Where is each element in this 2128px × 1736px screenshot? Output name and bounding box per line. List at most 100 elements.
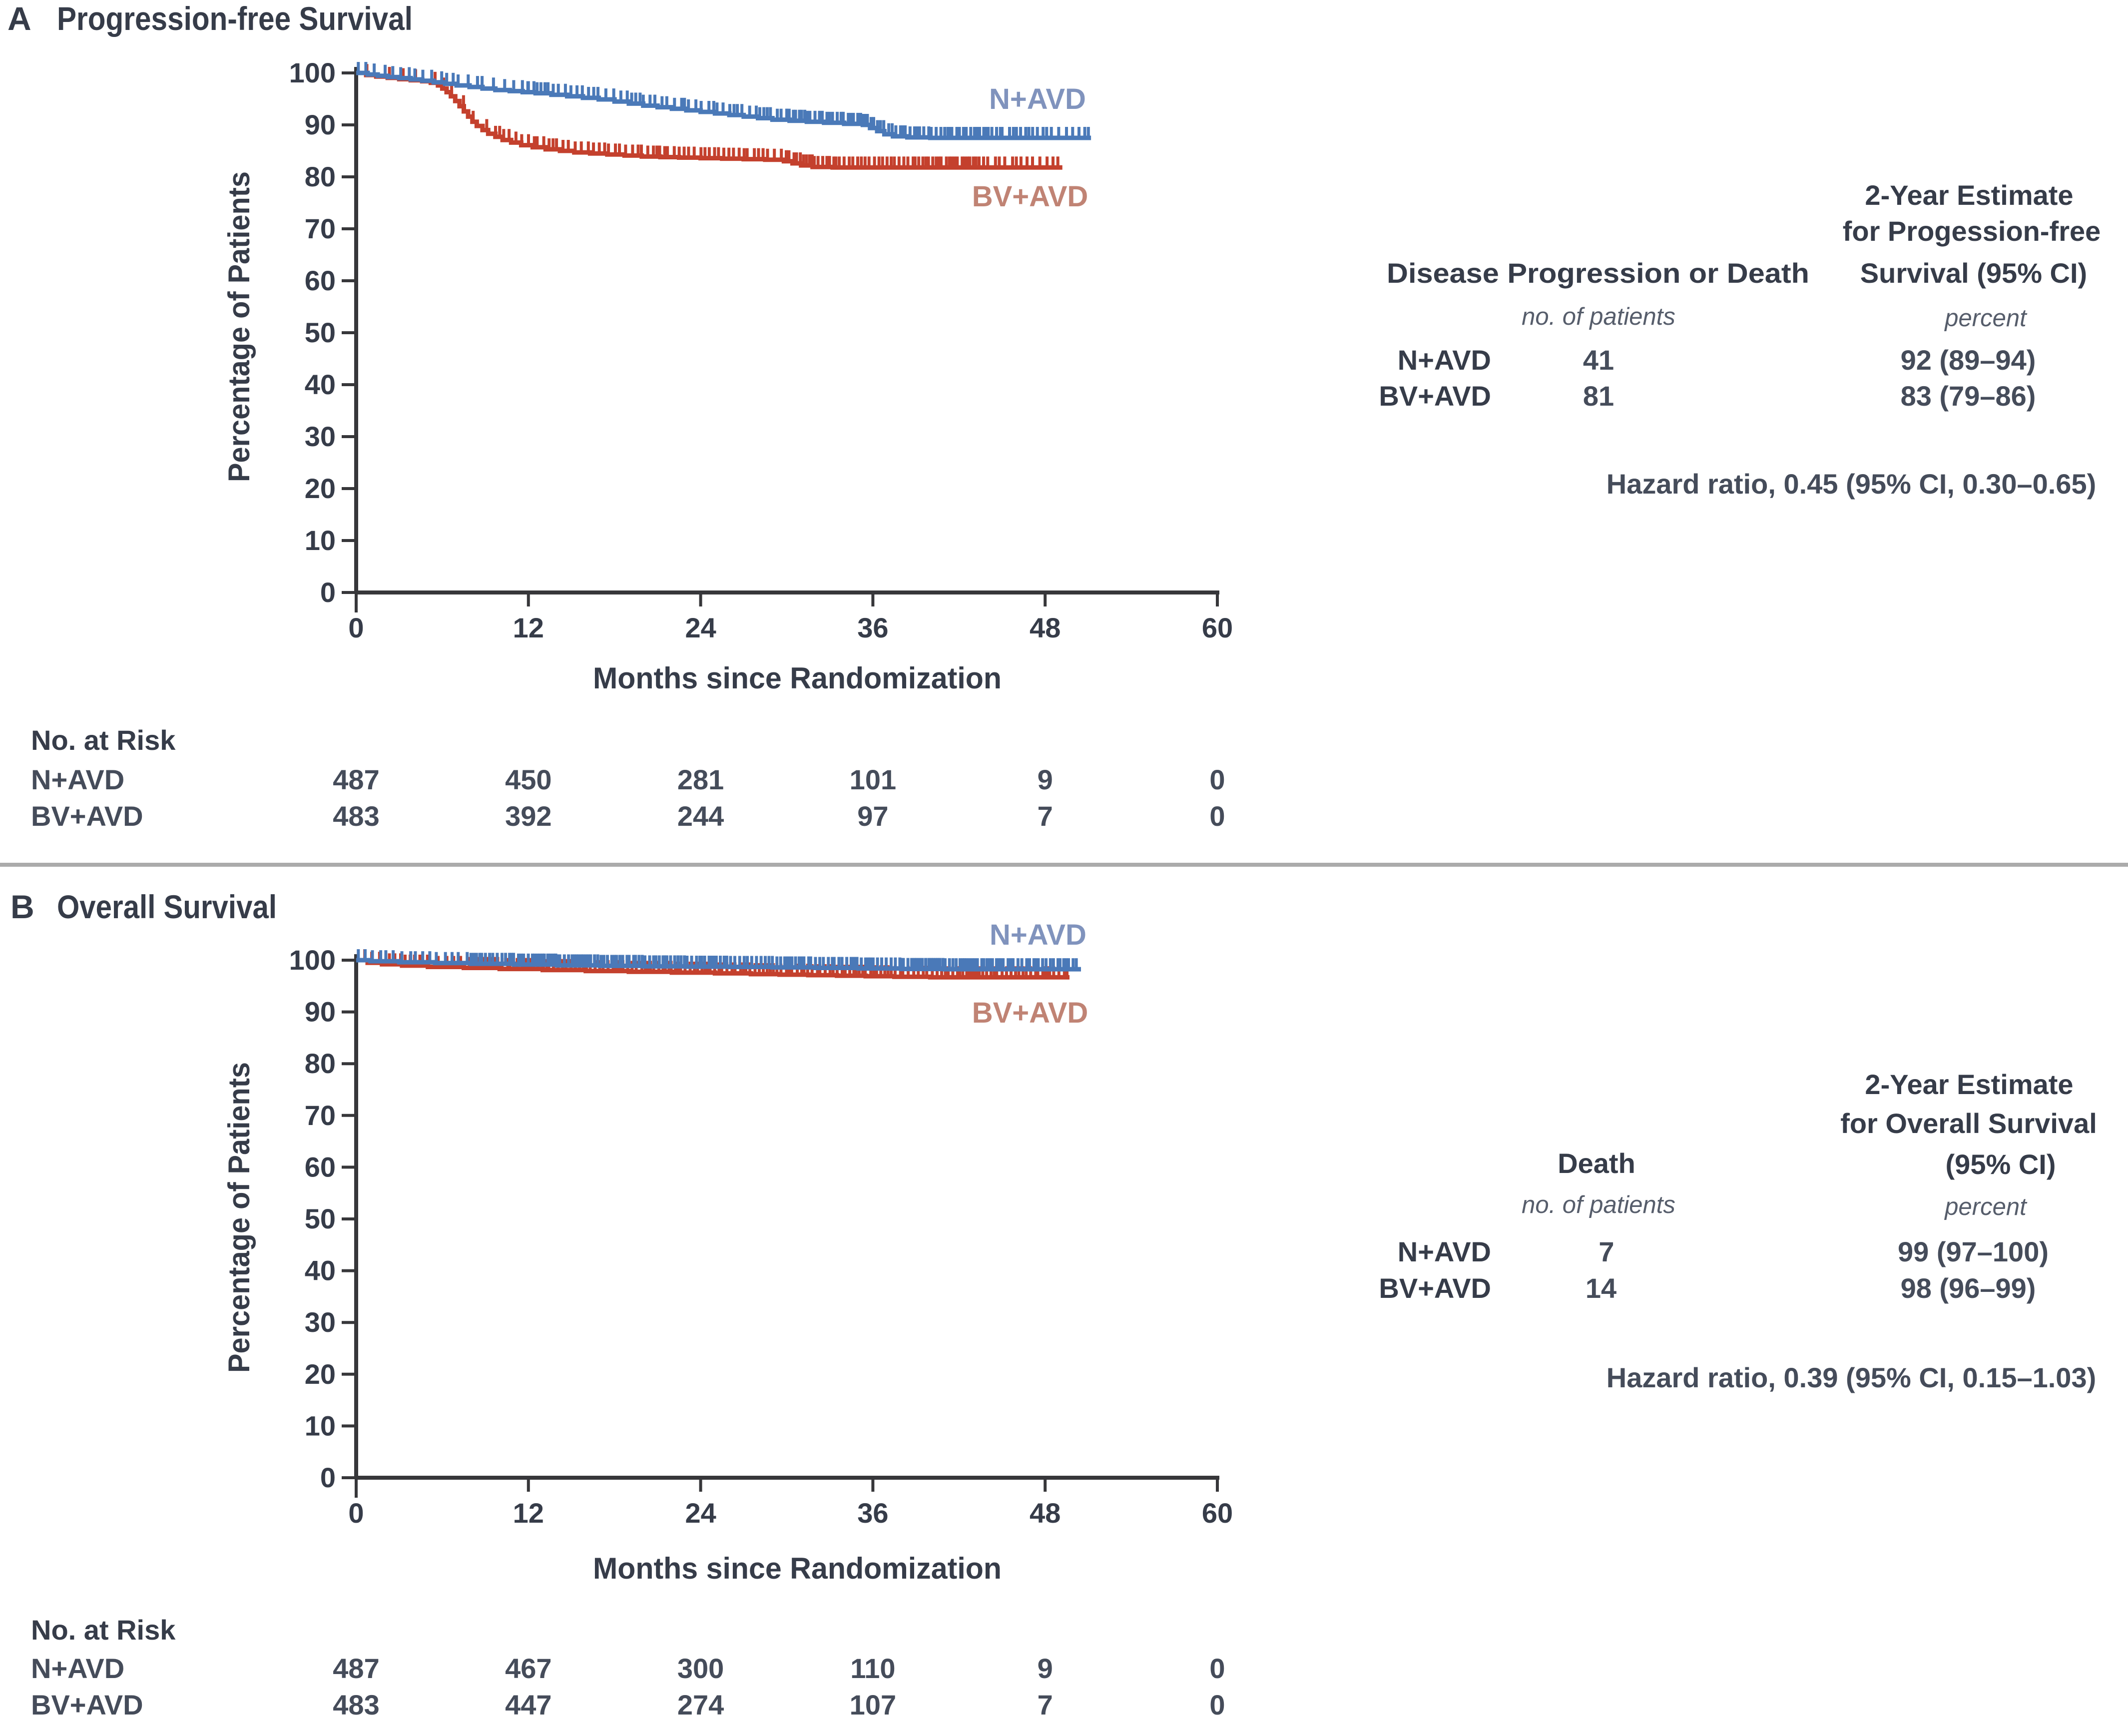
svg-text:90: 90 <box>305 109 336 140</box>
svg-text:60: 60 <box>1202 612 1233 643</box>
svg-text:Hazard ratio, 0.39 (95% CI, 0.: Hazard ratio, 0.39 (95% CI, 0.15–1.03) <box>1606 1362 2097 1393</box>
svg-text:7: 7 <box>1038 800 1053 832</box>
svg-text:487: 487 <box>333 764 379 795</box>
svg-text:81: 81 <box>1583 380 1614 412</box>
svg-text:no. of patients: no. of patients <box>1522 303 1675 330</box>
svg-text:92 (89–94): 92 (89–94) <box>1901 344 2036 376</box>
svg-text:40: 40 <box>305 369 336 400</box>
svg-text:48: 48 <box>1030 612 1061 643</box>
svg-text:Overall Survival: Overall Survival <box>57 888 277 925</box>
svg-text:N+AVD: N+AVD <box>989 83 1086 115</box>
svg-text:7: 7 <box>1598 1236 1614 1267</box>
svg-text:467: 467 <box>505 1653 551 1684</box>
svg-text:70: 70 <box>305 213 336 244</box>
svg-text:30: 30 <box>305 421 336 452</box>
svg-text:0: 0 <box>320 577 336 608</box>
svg-text:24: 24 <box>685 1497 716 1529</box>
svg-text:483: 483 <box>333 1689 379 1721</box>
svg-text:(95% CI): (95% CI) <box>1946 1149 2056 1180</box>
svg-text:48: 48 <box>1030 1497 1061 1529</box>
svg-text:40: 40 <box>305 1255 336 1286</box>
svg-text:No. at Risk: No. at Risk <box>31 724 176 756</box>
svg-text:36: 36 <box>857 1497 888 1529</box>
svg-text:percent: percent <box>1944 1193 2028 1220</box>
svg-text:392: 392 <box>505 800 551 832</box>
svg-text:36: 36 <box>857 612 888 643</box>
svg-text:450: 450 <box>505 764 551 795</box>
svg-text:9: 9 <box>1038 1653 1053 1684</box>
svg-text:A: A <box>7 0 31 37</box>
svg-text:98 (96–99): 98 (96–99) <box>1901 1272 2036 1304</box>
svg-text:0: 0 <box>1209 764 1225 795</box>
svg-text:Death: Death <box>1558 1148 1635 1179</box>
svg-text:100: 100 <box>289 57 336 88</box>
svg-text:100: 100 <box>289 944 336 976</box>
svg-text:80: 80 <box>305 161 336 192</box>
svg-text:97: 97 <box>857 800 888 832</box>
svg-text:12: 12 <box>513 1497 544 1529</box>
svg-text:BV+AVD: BV+AVD <box>1379 1272 1491 1304</box>
svg-text:for Overall Survival: for Overall Survival <box>1840 1108 2097 1139</box>
svg-text:N+AVD: N+AVD <box>990 919 1086 951</box>
svg-text:Percentage of Patients: Percentage of Patients <box>222 1062 256 1373</box>
svg-text:60: 60 <box>1202 1497 1233 1529</box>
svg-text:14: 14 <box>1586 1272 1616 1304</box>
svg-text:N+AVD: N+AVD <box>1398 344 1491 376</box>
svg-text:BV+AVD: BV+AVD <box>972 997 1088 1029</box>
svg-text:274: 274 <box>677 1689 724 1721</box>
svg-text:20: 20 <box>305 473 336 504</box>
svg-text:70: 70 <box>305 1100 336 1131</box>
svg-text:90: 90 <box>305 996 336 1028</box>
svg-text:10: 10 <box>305 525 336 556</box>
svg-text:BV+AVD: BV+AVD <box>31 800 143 832</box>
svg-text:9: 9 <box>1038 764 1053 795</box>
svg-text:2-Year Estimate: 2-Year Estimate <box>1865 179 2073 211</box>
svg-text:447: 447 <box>505 1689 551 1721</box>
svg-text:No. at Risk: No. at Risk <box>31 1614 176 1646</box>
svg-text:281: 281 <box>677 764 724 795</box>
svg-text:Months since Randomization: Months since Randomization <box>593 1552 1002 1585</box>
svg-text:50: 50 <box>305 317 336 348</box>
svg-text:107: 107 <box>850 1689 896 1721</box>
svg-text:0: 0 <box>1209 1653 1225 1684</box>
svg-text:244: 244 <box>677 800 724 832</box>
svg-text:20: 20 <box>305 1358 336 1390</box>
svg-text:300: 300 <box>677 1653 724 1684</box>
svg-text:99 (97–100): 99 (97–100) <box>1898 1236 2049 1267</box>
svg-text:83 (79–86): 83 (79–86) <box>1901 380 2036 412</box>
svg-text:percent: percent <box>1944 305 2028 332</box>
svg-text:10: 10 <box>305 1410 336 1441</box>
svg-text:30: 30 <box>305 1306 336 1338</box>
svg-text:Percentage of Patients: Percentage of Patients <box>222 171 256 482</box>
svg-text:50: 50 <box>305 1203 336 1234</box>
svg-text:41: 41 <box>1583 344 1614 376</box>
svg-text:Months since Randomization: Months since Randomization <box>593 661 1002 695</box>
svg-text:80: 80 <box>305 1048 336 1079</box>
svg-text:BV+AVD: BV+AVD <box>972 180 1088 213</box>
svg-text:BV+AVD: BV+AVD <box>1379 380 1491 412</box>
svg-text:24: 24 <box>685 612 716 643</box>
svg-text:Survival (95% CI): Survival (95% CI) <box>1860 257 2087 289</box>
svg-text:7: 7 <box>1038 1689 1053 1721</box>
svg-text:2-Year Estimate: 2-Year Estimate <box>1865 1069 2073 1100</box>
svg-text:12: 12 <box>513 612 544 643</box>
svg-text:no. of patients: no. of patients <box>1522 1191 1675 1218</box>
svg-text:0: 0 <box>1209 1689 1225 1721</box>
svg-text:N+AVD: N+AVD <box>31 1653 124 1684</box>
svg-text:0: 0 <box>1209 800 1225 832</box>
svg-text:Disease Progression or Death: Disease Progression or Death <box>1387 257 1809 289</box>
svg-text:N+AVD: N+AVD <box>31 764 124 795</box>
svg-text:N+AVD: N+AVD <box>1398 1236 1491 1267</box>
svg-text:60: 60 <box>305 1151 336 1182</box>
svg-text:110: 110 <box>850 1653 895 1684</box>
svg-text:Progression-free Survival: Progression-free Survival <box>57 0 413 37</box>
svg-text:0: 0 <box>320 1462 336 1493</box>
svg-text:101: 101 <box>850 764 896 795</box>
svg-text:Hazard ratio, 0.45 (95% CI, 0.: Hazard ratio, 0.45 (95% CI, 0.30–0.65) <box>1606 468 2097 500</box>
svg-text:487: 487 <box>333 1653 379 1684</box>
svg-text:BV+AVD: BV+AVD <box>31 1689 143 1721</box>
svg-text:483: 483 <box>333 800 379 832</box>
svg-text:B: B <box>10 888 34 925</box>
svg-text:60: 60 <box>305 265 336 296</box>
svg-text:0: 0 <box>348 1497 364 1529</box>
